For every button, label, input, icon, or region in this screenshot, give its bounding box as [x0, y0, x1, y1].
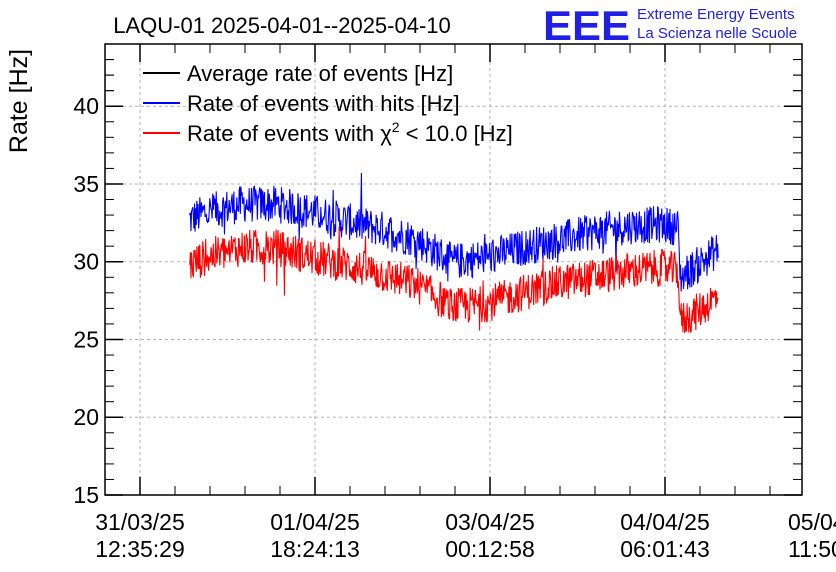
chart-title: LAQU-01 2025-04-01--2025-04-10 — [113, 13, 451, 38]
y-tick-label: 30 — [73, 249, 99, 275]
legend-label-hits: Rate of events with hits [Hz] — [187, 91, 460, 116]
legend-label-chi2: Rate of events with χ2 < 10.0 [Hz] — [187, 119, 513, 146]
x-tick-label-time: 12:35:29 — [95, 536, 185, 562]
y-axis-label: Rate [Hz] — [5, 49, 33, 153]
eee-logo: EEE Extreme Energy Events La Scienza nel… — [543, 2, 797, 49]
legend-label-average: Average rate of events [Hz] — [187, 61, 453, 86]
y-tick-label: 25 — [73, 326, 99, 352]
x-tick-label-time: 18:24:13 — [270, 536, 360, 562]
x-tick-label-time: 00:12:58 — [445, 536, 535, 562]
logo-line1: Extreme Energy Events — [637, 6, 795, 23]
x-tick-label-date: 01/04/25 — [270, 509, 360, 535]
grid — [105, 44, 802, 495]
plot-frame — [104, 43, 803, 496]
y-tick-label: 40 — [73, 93, 99, 119]
y-tick-label: 20 — [73, 404, 99, 430]
x-tick-label-date: 05/04/25 — [788, 509, 836, 535]
logo-line2: La Scienza nelle Scuole — [637, 25, 797, 42]
x-tick-label-time: 06:01:43 — [620, 536, 710, 562]
x-tick-label-date: 31/03/25 — [95, 509, 185, 535]
legend: Average rate of events [Hz] Rate of even… — [143, 61, 513, 146]
y-tick-label: 15 — [73, 482, 99, 508]
series-layer — [188, 172, 719, 334]
x-tick-label-date: 03/04/25 — [445, 509, 535, 535]
logo-mark: EEE — [543, 2, 630, 49]
series-line-1 — [188, 172, 719, 292]
x-tick-label-date: 04/04/25 — [620, 509, 710, 535]
y-tick-label: 35 — [73, 171, 99, 197]
x-tick-label-time: 11:50:28 — [788, 536, 836, 562]
series-line-2 — [188, 226, 719, 334]
